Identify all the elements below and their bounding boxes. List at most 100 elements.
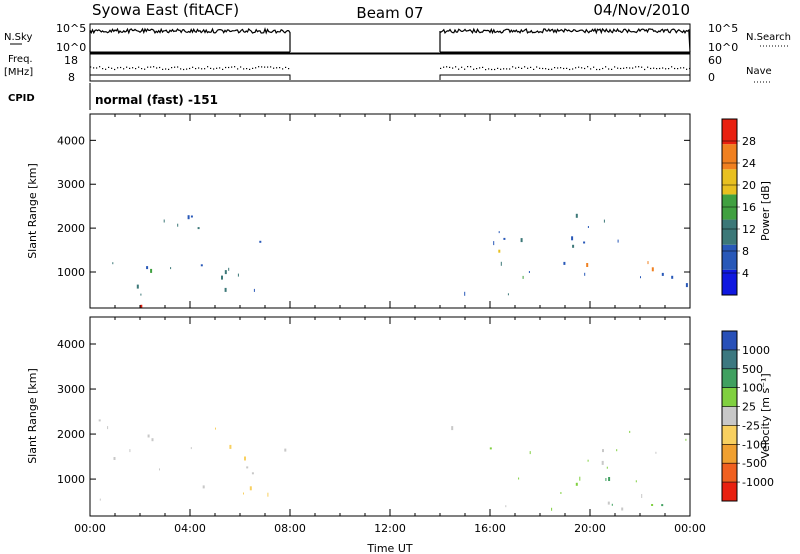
freq-dot-0-7 <box>108 66 110 68</box>
velocity-cell-43 <box>611 503 613 506</box>
freq-dot-1-204 <box>599 68 601 71</box>
freq-dot-1-146 <box>455 66 457 68</box>
nsky-tick-high: 10^5 <box>56 22 86 35</box>
x-tick-label-6: 00:00 <box>674 522 706 535</box>
power-cell-15 <box>200 264 203 267</box>
freq-dot-1-145 <box>452 67 454 69</box>
freq-dot-1-201 <box>593 66 595 68</box>
power-cell-21 <box>500 261 502 266</box>
nave-tick-high: 60 <box>708 54 722 67</box>
freq-dot-0-43 <box>198 67 200 69</box>
velocity-heatmap <box>98 419 687 511</box>
freq-dot-1-228 <box>659 67 661 70</box>
power-colorbar-ticks: 28 24 20 16 12 8 4 <box>722 135 756 280</box>
power-cell-3 <box>136 284 139 289</box>
velocity-cell-12 <box>98 419 101 422</box>
freq-dot-1-230 <box>665 68 667 70</box>
freq-dot-0-78 <box>285 66 287 68</box>
freq-dot-1-206 <box>605 66 607 68</box>
nsearch-tick-high: 10^5 <box>708 22 738 35</box>
power-cell-0 <box>221 275 223 280</box>
velocity-ytick-label-1: 2000 <box>57 428 85 441</box>
site-title: Syowa East (fitACF) <box>92 1 239 19</box>
freq-dot-0-8 <box>111 67 113 69</box>
power-colorbar-bin-6 <box>722 119 737 145</box>
power-colorbar-tick-label-1: 24 <box>742 157 756 170</box>
freq-dot-1-231 <box>668 68 670 70</box>
freq-dot-0-34 <box>174 66 176 68</box>
freq-dot-1-172 <box>521 67 523 69</box>
freq-dot-0-18 <box>135 68 137 70</box>
x-axis-title: Time UT <box>366 542 412 554</box>
freq-dot-0-35 <box>177 66 179 68</box>
velocity-cell-34 <box>641 494 643 498</box>
power-cell-20 <box>583 241 586 244</box>
freq-dot-1-188 <box>560 67 562 69</box>
freq-dot-0-41 <box>192 66 194 68</box>
freq-dot-1-232 <box>671 66 673 68</box>
velocity-cell-4 <box>249 486 252 491</box>
velocity-cell-16 <box>99 498 101 501</box>
power-cell-38 <box>507 293 509 296</box>
freq-dot-1-223 <box>647 66 649 68</box>
power-colorbar-tick-label-0: 28 <box>742 135 756 148</box>
power-colorbar-bin-5 <box>722 144 737 170</box>
cpid-label: CPID <box>8 93 35 104</box>
velocity-cell-21 <box>607 501 610 505</box>
velocity-colorbar-tick-label-5: -100 <box>742 438 767 451</box>
power-cell-37 <box>571 236 574 241</box>
velocity-colorbar-bin-8 <box>722 331 737 350</box>
freq-dot-0-71 <box>267 66 269 68</box>
freq-tick-low: 8 <box>68 71 75 84</box>
freq-dot-0-54 <box>225 66 227 69</box>
freq-dot-0-37 <box>183 68 185 71</box>
power-cell-43 <box>647 261 649 265</box>
velocity-cell-7 <box>159 468 160 471</box>
freq-dot-1-170 <box>515 67 517 69</box>
freq-tick-high: 18 <box>64 54 78 67</box>
velocity-colorbar-bin-0 <box>722 482 737 501</box>
freq-dot-0-28 <box>159 66 161 69</box>
freq-dot-1-236 <box>680 67 682 69</box>
velocity-x-axis: 00:00 04:00 08:00 12:00 16:00 20:00 00:00 <box>74 317 706 535</box>
freq-dot-0-5 <box>102 68 104 70</box>
freq-dot-0-25 <box>153 66 155 68</box>
velocity-colorbar-tick-label-3: 25 <box>742 401 756 414</box>
freq-dot-1-226 <box>656 68 658 70</box>
freq-dot-1-208 <box>611 68 613 70</box>
freq-dot-0-65 <box>252 67 254 69</box>
freq-dot-1-160 <box>491 68 493 71</box>
velocity-cell-23 <box>685 438 687 441</box>
freq-dot-0-50 <box>216 67 218 69</box>
freq-dot-1-178 <box>536 66 538 68</box>
power-cell-32 <box>464 291 466 296</box>
freq-dot-1-165 <box>503 68 505 70</box>
velocity-cell-36 <box>529 451 531 455</box>
freq-dot-1-210 <box>614 66 616 68</box>
power-cell-18 <box>150 268 153 273</box>
power-cell-7 <box>190 215 193 218</box>
freq-dot-1-189 <box>563 67 565 70</box>
velocity-cell-39 <box>575 482 578 486</box>
velocity-colorbar: 1000 500 100 25 -25 -100 -500 -1000 Velocity [m… <box>721 330 774 502</box>
freq-dot-0-47 <box>207 66 209 68</box>
cpid-text: normal (fast) -151 <box>95 93 218 107</box>
freq-dot-1-177 <box>533 68 535 70</box>
freq-dot-1-180 <box>539 67 541 69</box>
freq-dot-1-140 <box>440 67 442 69</box>
velocity-cell-28 <box>651 504 654 506</box>
beam-title: Beam 07 <box>356 4 423 22</box>
freq-dot-0-70 <box>264 66 266 68</box>
freq-dot-1-171 <box>518 66 520 68</box>
power-cell-6 <box>253 288 255 292</box>
freq-dot-1-150 <box>464 68 466 70</box>
freq-dot-1-194 <box>575 67 577 69</box>
power-colorbar-label: Power [dB] <box>759 181 772 241</box>
freq-dot-0-20 <box>141 68 143 70</box>
velocity-cell-33 <box>451 426 454 431</box>
freq-dot-1-237 <box>683 67 685 69</box>
velocity-cell-26 <box>587 459 589 462</box>
velocity-cell-17 <box>202 485 205 489</box>
freq-dot-1-220 <box>641 66 643 68</box>
power-cell-31 <box>661 272 664 276</box>
